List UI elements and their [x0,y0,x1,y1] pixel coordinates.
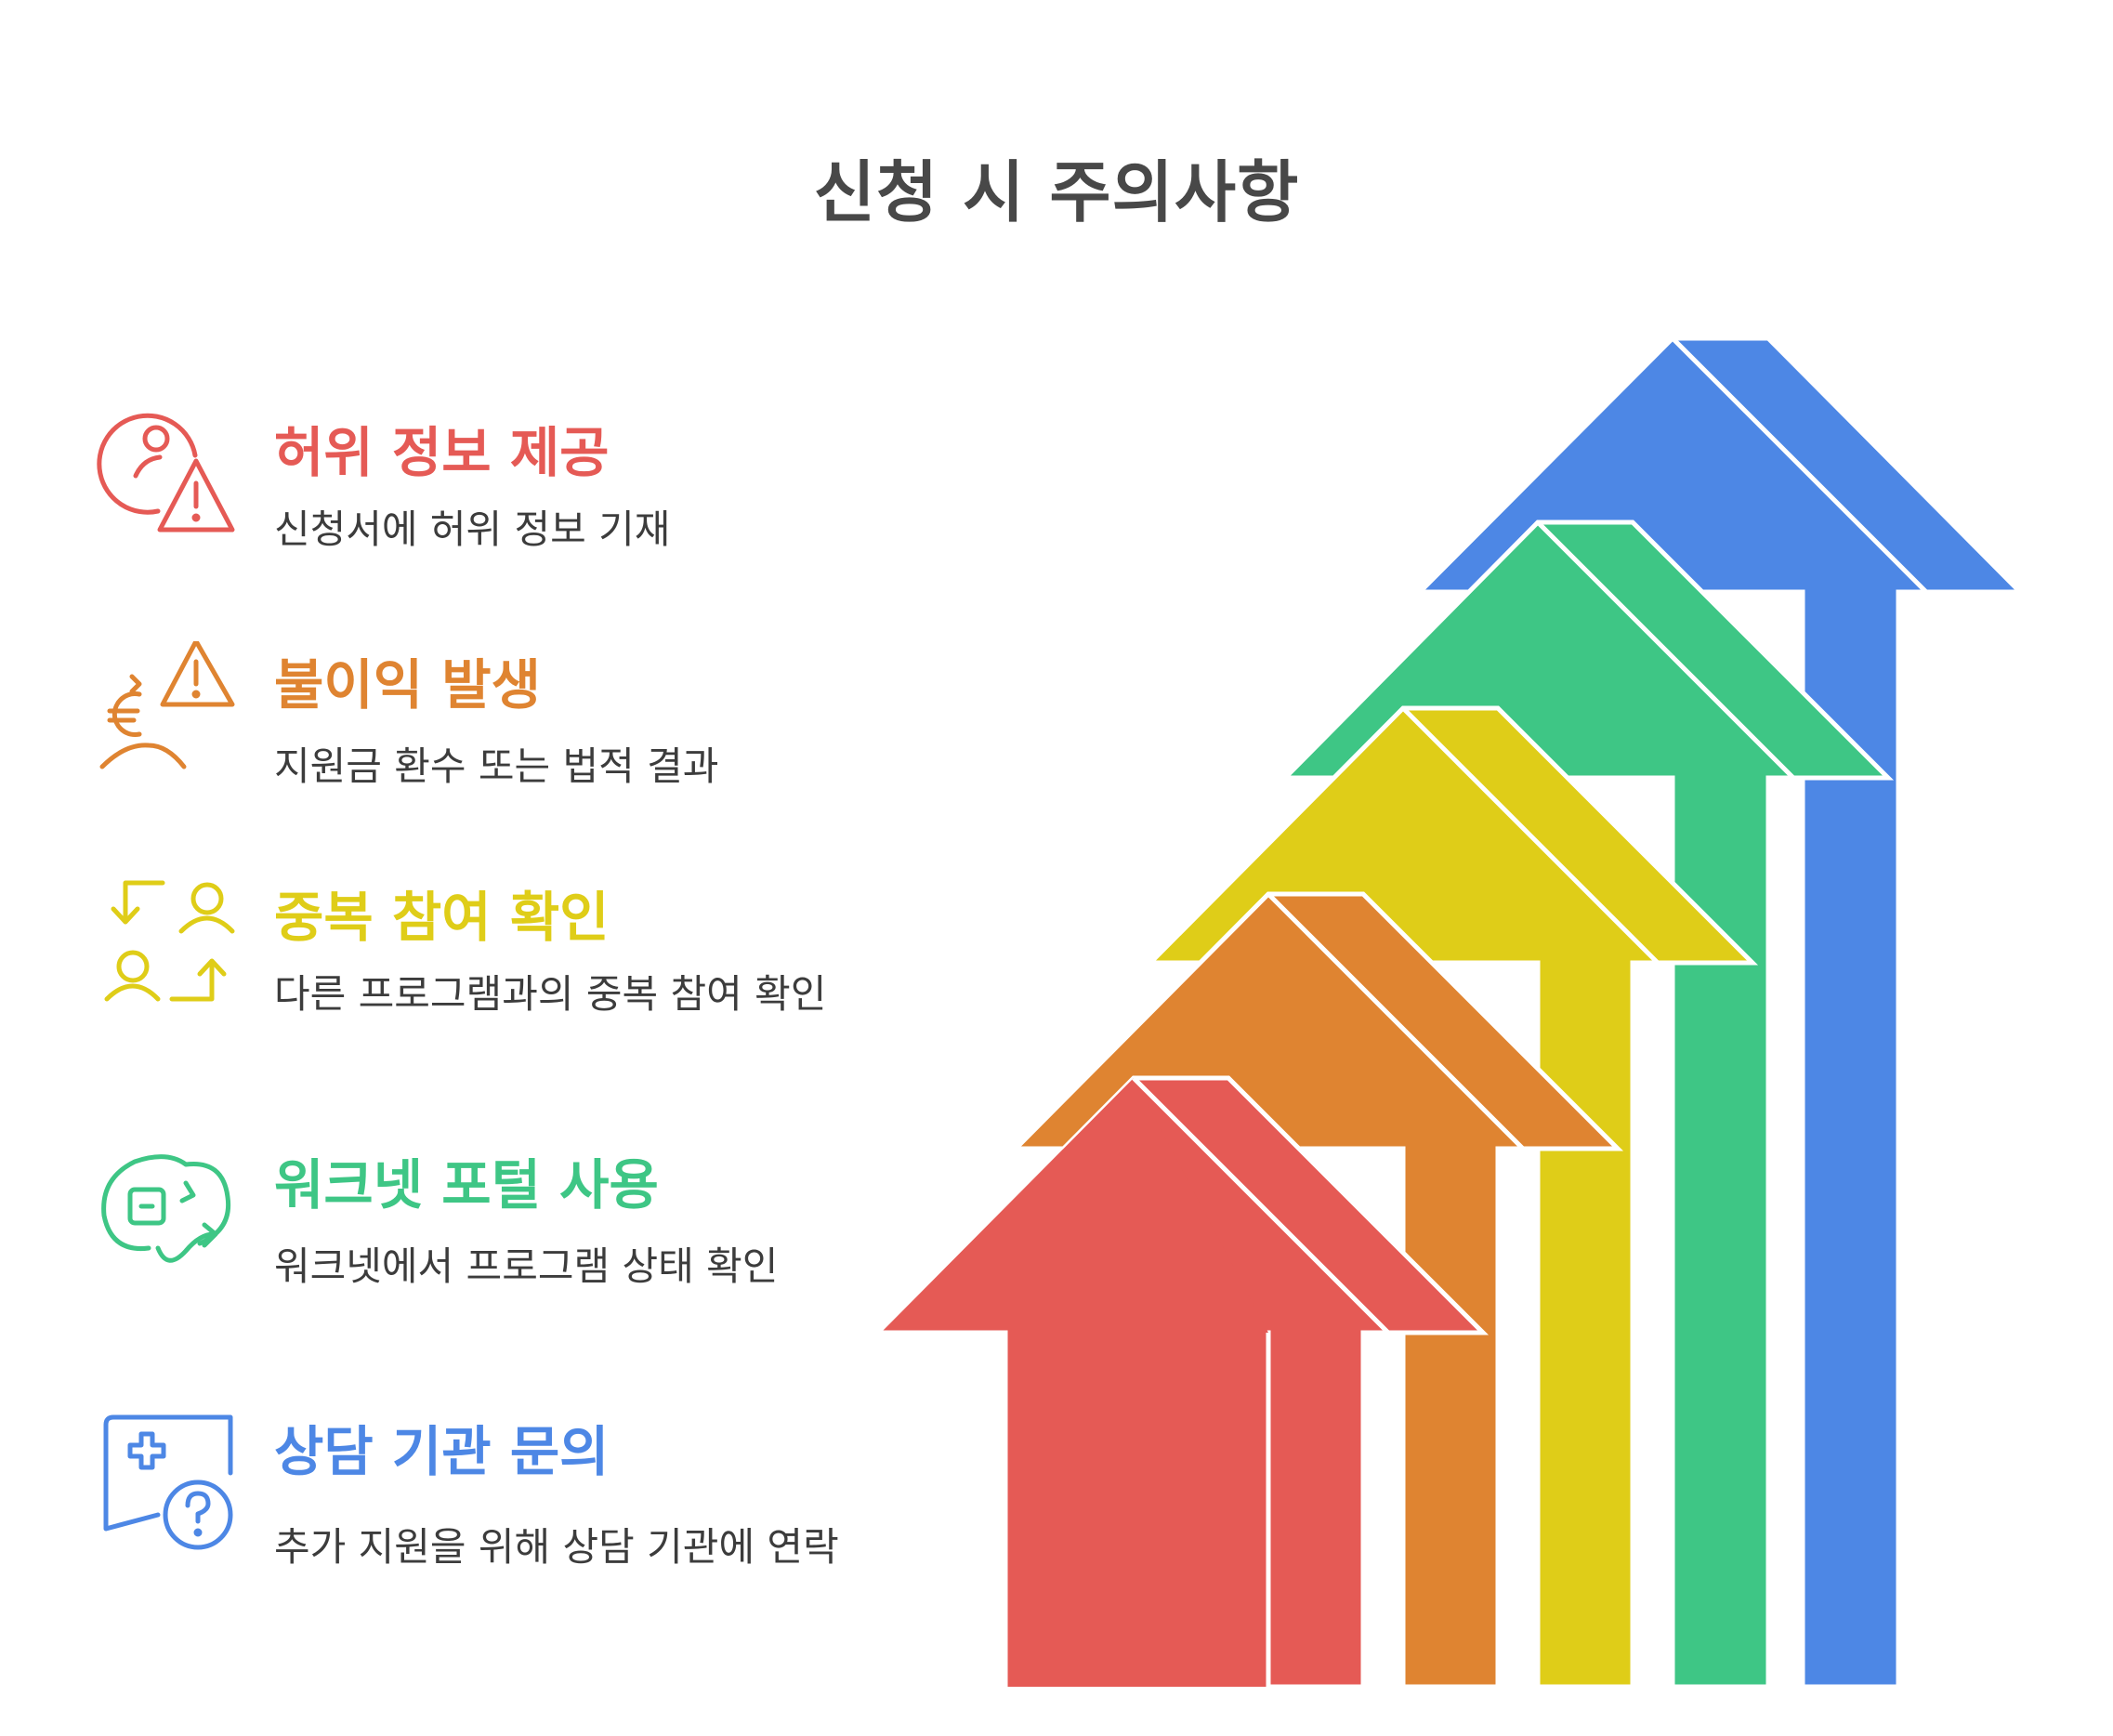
item-heading: 허위 정보 제공 [274,421,610,484]
page-title: 신청 시 주의사항 [813,153,1300,231]
arrow-blue [1413,335,2027,1690]
item-heading: 중복 참여 확인 [274,886,610,949]
help-chat-icon [103,1414,233,1550]
web-portal-icon [101,1154,231,1263]
item-heading: 워크넷 포털 사용 [274,1153,659,1217]
item-description: 워크넷에서 프로그램 상태 확인 [274,1243,779,1289]
item-description: 신청서에 허위 정보 기재 [274,506,671,552]
arrow-green [1280,519,1895,1690]
item-description: 추가 지원을 위해 상담 기관에 연락 [274,1524,839,1570]
item-description: 지원금 환수 또는 법적 결과 [274,743,719,789]
item-description: 다른 프로그램과의 중복 참여 확인 [274,971,827,1017]
euro-warning-icon [99,641,235,769]
item-heading: 불이익 발생 [274,653,541,717]
person-warning-icon [97,413,235,533]
arrow-red [874,1075,1490,1690]
people-swap-icon [104,880,235,1002]
item-heading: 상담 기관 문의 [274,1420,610,1483]
